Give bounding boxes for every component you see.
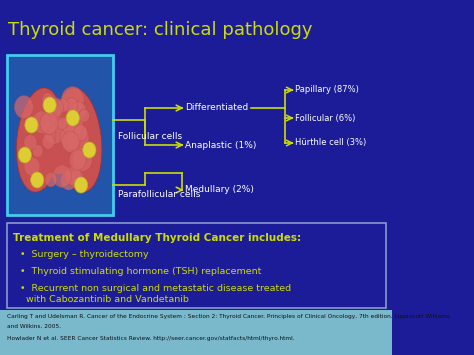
Text: Anaplastic (1%): Anaplastic (1%) bbox=[185, 141, 257, 149]
Circle shape bbox=[61, 171, 76, 190]
Circle shape bbox=[65, 98, 78, 113]
Text: Carling T and Udelsman R. Cancer of the Endocrine System : Section 2: Thyroid Ca: Carling T and Udelsman R. Cancer of the … bbox=[7, 314, 450, 319]
Circle shape bbox=[57, 117, 67, 130]
Text: with Cabozantinib and Vandetanib: with Cabozantinib and Vandetanib bbox=[27, 295, 189, 304]
Circle shape bbox=[42, 93, 54, 106]
Circle shape bbox=[15, 95, 34, 119]
Ellipse shape bbox=[55, 88, 102, 192]
Circle shape bbox=[72, 169, 83, 184]
Circle shape bbox=[57, 98, 69, 112]
Circle shape bbox=[73, 147, 92, 171]
Text: •  Recurrent non surgical and metastatic disease treated: • Recurrent non surgical and metastatic … bbox=[20, 284, 291, 293]
Text: Howlader N et al. SEER Cancer Statistics Review. http://seer.cancer.gov/statfact: Howlader N et al. SEER Cancer Statistics… bbox=[7, 336, 294, 341]
Text: •  Surgery – thyroidectomy: • Surgery – thyroidectomy bbox=[20, 250, 148, 259]
Circle shape bbox=[24, 135, 37, 150]
Circle shape bbox=[71, 102, 87, 121]
Circle shape bbox=[32, 111, 51, 133]
FancyBboxPatch shape bbox=[42, 144, 75, 174]
Circle shape bbox=[66, 110, 80, 126]
Circle shape bbox=[69, 149, 86, 170]
Circle shape bbox=[24, 157, 40, 176]
Circle shape bbox=[25, 117, 38, 133]
Text: Parafollicular cells: Parafollicular cells bbox=[118, 190, 201, 199]
Circle shape bbox=[79, 109, 90, 122]
Text: Papillary (87%): Papillary (87%) bbox=[295, 86, 359, 94]
Text: •  Thyroid stimulating hormone (TSH) replacement: • Thyroid stimulating hormone (TSH) repl… bbox=[20, 267, 261, 276]
Text: Follicular (6%): Follicular (6%) bbox=[295, 114, 356, 122]
Circle shape bbox=[60, 125, 81, 151]
FancyBboxPatch shape bbox=[0, 310, 392, 355]
Circle shape bbox=[40, 112, 58, 134]
Circle shape bbox=[43, 97, 56, 113]
Circle shape bbox=[53, 165, 72, 187]
Text: Treatment of Medullary Thyroid Cancer includes:: Treatment of Medullary Thyroid Cancer in… bbox=[13, 233, 301, 243]
Ellipse shape bbox=[17, 88, 63, 192]
Circle shape bbox=[47, 98, 64, 118]
Circle shape bbox=[42, 134, 55, 149]
Circle shape bbox=[46, 104, 61, 123]
FancyBboxPatch shape bbox=[7, 55, 112, 215]
Circle shape bbox=[61, 87, 84, 114]
Circle shape bbox=[18, 147, 31, 163]
Circle shape bbox=[68, 125, 89, 151]
Circle shape bbox=[63, 112, 83, 137]
Circle shape bbox=[43, 118, 65, 144]
Circle shape bbox=[65, 166, 81, 186]
Circle shape bbox=[74, 124, 88, 141]
Text: Thyroid cancer: clinical pathology: Thyroid cancer: clinical pathology bbox=[8, 21, 313, 39]
Circle shape bbox=[62, 131, 79, 152]
FancyBboxPatch shape bbox=[7, 223, 385, 308]
Circle shape bbox=[32, 144, 43, 158]
Circle shape bbox=[45, 172, 57, 187]
Circle shape bbox=[83, 142, 96, 158]
Text: Hürthle cell (3%): Hürthle cell (3%) bbox=[295, 138, 366, 147]
Circle shape bbox=[74, 177, 88, 193]
Text: Differentiated: Differentiated bbox=[185, 104, 248, 113]
Text: and Wilkins. 2005.: and Wilkins. 2005. bbox=[7, 324, 61, 329]
Text: Medullary (2%): Medullary (2%) bbox=[185, 186, 254, 195]
Circle shape bbox=[31, 172, 44, 188]
Text: Follicular cells: Follicular cells bbox=[118, 132, 182, 141]
